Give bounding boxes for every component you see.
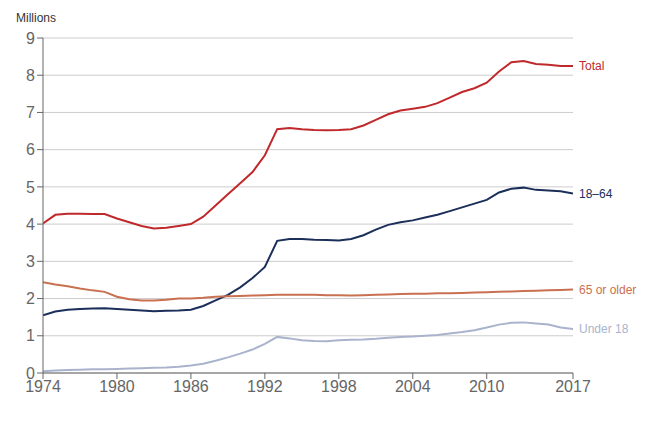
- svg-text:2: 2: [26, 290, 35, 307]
- svg-text:Total: Total: [579, 59, 604, 73]
- svg-text:2004: 2004: [395, 378, 431, 395]
- svg-text:1986: 1986: [173, 378, 209, 395]
- svg-text:4: 4: [26, 216, 35, 233]
- svg-text:2017: 2017: [555, 378, 591, 395]
- svg-text:3: 3: [26, 253, 35, 270]
- svg-text:Under 18: Under 18: [579, 322, 629, 336]
- svg-text:6: 6: [26, 141, 35, 158]
- svg-text:18–64: 18–64: [579, 187, 613, 201]
- svg-text:1974: 1974: [25, 378, 61, 396]
- svg-text:1992: 1992: [247, 378, 283, 395]
- svg-text:1998: 1998: [321, 378, 357, 395]
- svg-text:9: 9: [26, 30, 35, 47]
- svg-text:1980: 1980: [99, 378, 135, 395]
- svg-text:7: 7: [26, 104, 35, 121]
- svg-text:1: 1: [26, 327, 35, 344]
- html-text:Millions: Millions: [16, 11, 56, 25]
- svg-text:65 or older: 65 or older: [579, 283, 636, 297]
- svg-text:2010: 2010: [469, 378, 505, 395]
- svg-text:8: 8: [26, 67, 35, 84]
- svg-text:5: 5: [26, 179, 35, 196]
- svg-text:0: 0: [26, 365, 35, 382]
